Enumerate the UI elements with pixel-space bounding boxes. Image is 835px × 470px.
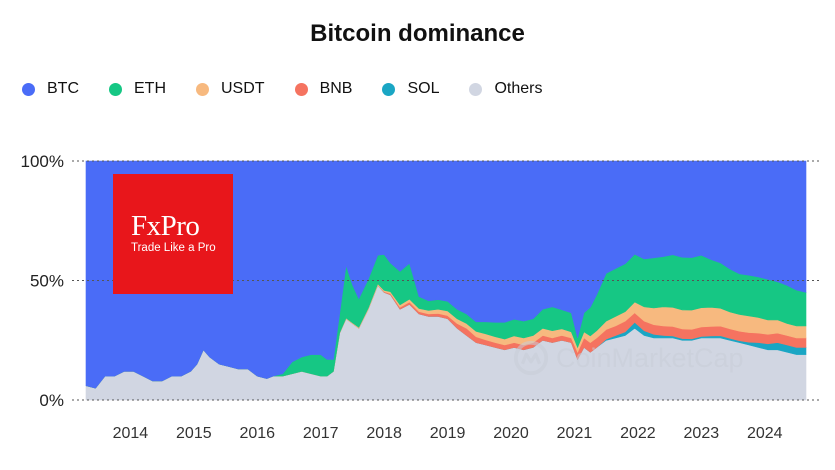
legend: BTC ETH USDT BNB SOL Others bbox=[22, 80, 573, 98]
x-tick-label: 2014 bbox=[113, 425, 149, 442]
legend-dot bbox=[469, 82, 483, 96]
x-tick-label: 2024 bbox=[747, 425, 783, 442]
y-tick-label: 100% bbox=[21, 152, 64, 171]
legend-dot bbox=[109, 82, 122, 96]
x-tick-label: 2015 bbox=[176, 425, 212, 442]
fxpro-logo-tagline: Trade Like a Pro bbox=[131, 242, 216, 254]
legend-dot bbox=[196, 82, 209, 96]
x-axis-ticks: 2014 2015 2016 2017 2018 2019 2020 2021 2022 2023… bbox=[113, 425, 783, 442]
x-tick-label: 2019 bbox=[430, 425, 466, 442]
legend-label: USDT bbox=[221, 80, 265, 97]
x-tick-label: 2022 bbox=[620, 425, 656, 442]
legend-label: BTC bbox=[47, 80, 79, 97]
legend-item-usdt[interactable]: USDT bbox=[196, 80, 265, 98]
x-tick-label: 2020 bbox=[493, 425, 529, 442]
legend-dot bbox=[382, 82, 396, 96]
watermark-text: CoinMarketCap bbox=[556, 342, 744, 373]
legend-dot bbox=[22, 82, 35, 96]
legend-dot bbox=[294, 82, 308, 96]
legend-item-others[interactable]: Others bbox=[469, 80, 543, 98]
legend-label: BNB bbox=[319, 80, 353, 97]
coinmarketcap-icon bbox=[513, 340, 549, 376]
coinmarketcap-watermark: CoinMarketCap bbox=[512, 339, 744, 377]
x-tick-label: 2017 bbox=[303, 425, 339, 442]
area-btc bbox=[85, 160, 807, 389]
legend-label: ETH bbox=[134, 80, 166, 97]
y-tick-label: 50% bbox=[30, 272, 64, 291]
fxpro-logo: FxPro Trade Like a Pro bbox=[113, 174, 233, 294]
x-tick-label: 2018 bbox=[366, 425, 402, 442]
chart-title: Bitcoin dominance bbox=[310, 20, 525, 47]
legend-label: SOL bbox=[407, 80, 440, 97]
x-tick-label: 2023 bbox=[684, 425, 720, 442]
legend-item-btc[interactable]: BTC bbox=[22, 80, 79, 98]
legend-label: Others bbox=[494, 80, 543, 97]
legend-item-bnb[interactable]: BNB bbox=[294, 80, 353, 98]
x-tick-label: 2021 bbox=[557, 425, 593, 442]
fxpro-logo-word: FxPro bbox=[131, 210, 200, 242]
x-tick-label: 2016 bbox=[239, 425, 275, 442]
y-tick-label: 0% bbox=[39, 391, 64, 410]
legend-item-eth[interactable]: ETH bbox=[109, 80, 166, 98]
y-axis-ticks: 0% 50% 100% bbox=[21, 152, 64, 410]
legend-item-sol[interactable]: SOL bbox=[382, 80, 439, 98]
